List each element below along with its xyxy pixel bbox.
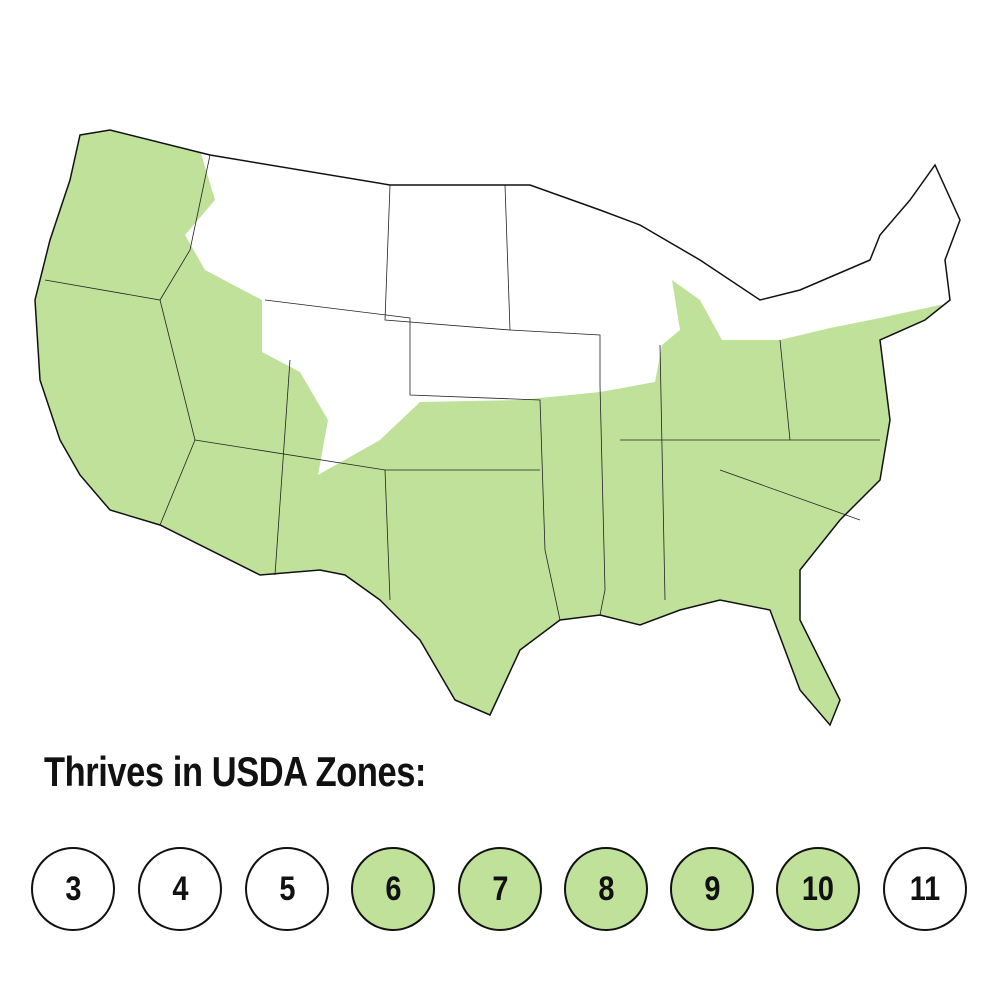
zone-label: 3	[64, 869, 82, 908]
zone-label: 10	[801, 869, 835, 908]
usda-zone-map	[34, 129, 961, 726]
zones-heading: Thrives in USDA Zones:	[44, 748, 427, 795]
zone-10-badge: 10	[776, 847, 860, 931]
zone-label: 8	[597, 869, 615, 908]
zone-6-badge: 6	[351, 847, 435, 931]
zone-9-badge: 9	[670, 847, 754, 931]
zone-11-badge: 11	[883, 847, 967, 931]
zone-3-badge: 3	[31, 847, 115, 931]
zone-4-badge: 4	[138, 847, 222, 931]
zone-label: 5	[278, 869, 296, 908]
zone-label: 9	[703, 869, 721, 908]
zone-8-badge: 8	[564, 847, 648, 931]
state-borders	[44, 154, 880, 621]
zone-label: 11	[909, 869, 941, 908]
zone-label: 4	[171, 869, 189, 908]
zone-7-badge: 7	[458, 847, 542, 931]
zone-label: 6	[384, 869, 402, 908]
zone-label: 7	[491, 869, 509, 908]
zone-5-badge: 5	[245, 847, 329, 931]
